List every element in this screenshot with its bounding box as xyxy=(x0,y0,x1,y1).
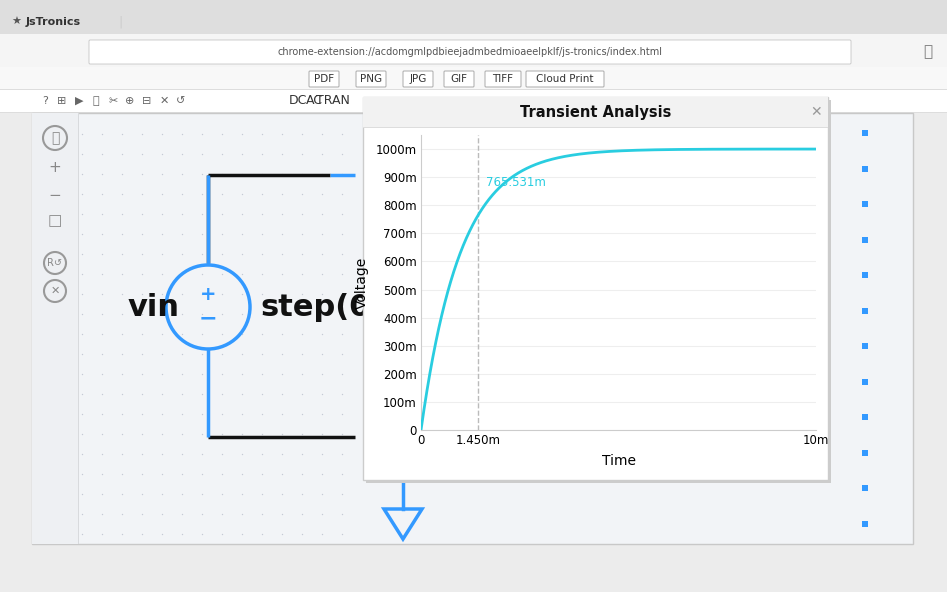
FancyBboxPatch shape xyxy=(485,71,521,87)
Text: DC: DC xyxy=(289,95,307,108)
Text: ✂: ✂ xyxy=(108,96,117,106)
Bar xyxy=(366,100,831,483)
Text: AC: AC xyxy=(306,95,323,108)
Bar xyxy=(32,113,78,544)
Text: Cloud Print: Cloud Print xyxy=(536,74,594,84)
Text: ✕: ✕ xyxy=(50,286,60,296)
Text: JsTronics: JsTronics xyxy=(26,17,81,27)
FancyBboxPatch shape xyxy=(403,71,433,87)
Bar xyxy=(32,113,913,544)
Text: TIFF: TIFF xyxy=(492,74,513,84)
Bar xyxy=(0,112,947,113)
Text: □: □ xyxy=(47,214,63,229)
Bar xyxy=(363,97,828,480)
Text: ▶: ▶ xyxy=(75,96,83,106)
Text: chrome-extension://acdomgmlpdbieejadmbedmioaeelpklf/js-tronics/index.html: chrome-extension://acdomgmlpdbieejadmbed… xyxy=(277,47,663,57)
Text: ?: ? xyxy=(42,96,48,106)
Bar xyxy=(0,34,947,67)
Bar xyxy=(0,0,947,34)
Y-axis label: Voltage: Voltage xyxy=(355,256,368,308)
Text: ★: ★ xyxy=(11,17,21,27)
Text: 765.531m: 765.531m xyxy=(486,176,546,189)
Text: ⊕: ⊕ xyxy=(125,96,134,106)
X-axis label: Time: Time xyxy=(601,454,635,468)
FancyBboxPatch shape xyxy=(356,71,386,87)
Text: ⊟: ⊟ xyxy=(142,96,152,106)
Bar xyxy=(0,89,947,90)
Text: PNG: PNG xyxy=(360,74,382,84)
Bar xyxy=(0,89,947,112)
Text: R↺: R↺ xyxy=(47,258,63,268)
Bar xyxy=(0,67,947,89)
Text: PDF: PDF xyxy=(314,74,334,84)
Text: Transient Analysis: Transient Analysis xyxy=(520,105,671,120)
FancyBboxPatch shape xyxy=(444,71,474,87)
Text: ⌕: ⌕ xyxy=(923,44,933,60)
Text: +: + xyxy=(200,285,216,304)
Text: step(0,: step(0, xyxy=(260,292,383,321)
Text: ↺: ↺ xyxy=(176,96,186,106)
Text: ⊞: ⊞ xyxy=(58,96,66,106)
FancyBboxPatch shape xyxy=(526,71,604,87)
Text: ✕: ✕ xyxy=(811,105,822,119)
Text: JPG: JPG xyxy=(409,74,427,84)
Text: vin: vin xyxy=(128,292,180,321)
Text: ⟐: ⟐ xyxy=(51,131,59,145)
Text: −: − xyxy=(48,188,62,202)
Text: ✕: ✕ xyxy=(159,96,169,106)
FancyBboxPatch shape xyxy=(309,71,339,87)
Text: |: | xyxy=(117,15,122,28)
Bar xyxy=(78,113,79,544)
Bar xyxy=(363,97,828,127)
FancyBboxPatch shape xyxy=(89,40,851,64)
Bar xyxy=(363,127,828,128)
Text: 💾: 💾 xyxy=(93,96,99,106)
Text: TRAN: TRAN xyxy=(316,95,350,108)
Text: +: + xyxy=(48,160,62,175)
Text: GIF: GIF xyxy=(451,74,468,84)
Text: −: − xyxy=(199,308,217,328)
